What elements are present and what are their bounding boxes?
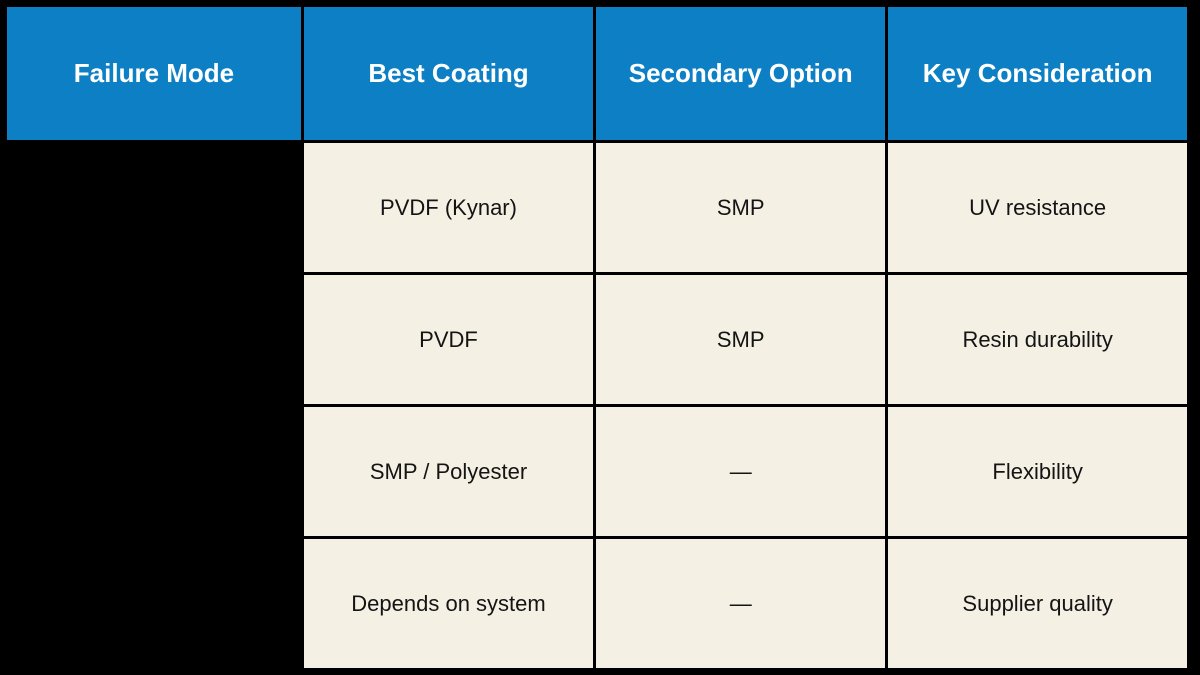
header-cell-key-consideration: Key Consideration [885, 4, 1190, 143]
cell-failure-mode-blacked-out [4, 404, 304, 539]
cell-secondary-option: — [593, 404, 889, 539]
cell-best-coating: SMP / Polyester [300, 404, 597, 539]
cell-key-consideration: Supplier quality [885, 536, 1190, 671]
cell-secondary-option: — [593, 536, 889, 671]
cell-best-coating: PVDF (Kynar) [300, 140, 597, 275]
cell-best-coating: PVDF [300, 272, 597, 407]
cell-failure-mode-blacked-out [4, 536, 304, 671]
header-cell-failure-mode: Failure Mode [4, 4, 304, 143]
table-row: PVDF SMP Resin durability [4, 272, 1190, 407]
header-cell-secondary-option: Secondary Option [593, 4, 889, 143]
header-cell-best-coating: Best Coating [300, 4, 597, 143]
table-row: PVDF (Kynar) SMP UV resistance [4, 140, 1190, 275]
cell-key-consideration: Flexibility [885, 404, 1190, 539]
cell-failure-mode-blacked-out [4, 272, 304, 407]
table-row: Depends on system — Supplier quality [4, 536, 1190, 671]
cell-failure-mode-blacked-out [4, 140, 304, 275]
coating-comparison-table: Failure Mode Best Coating Secondary Opti… [4, 4, 1190, 671]
header-row: Failure Mode Best Coating Secondary Opti… [4, 4, 1190, 143]
cell-secondary-option: SMP [593, 272, 889, 407]
cell-secondary-option: SMP [593, 140, 889, 275]
cell-key-consideration: UV resistance [885, 140, 1190, 275]
cell-key-consideration: Resin durability [885, 272, 1190, 407]
cell-best-coating: Depends on system [300, 536, 597, 671]
table-row: SMP / Polyester — Flexibility [4, 404, 1190, 539]
